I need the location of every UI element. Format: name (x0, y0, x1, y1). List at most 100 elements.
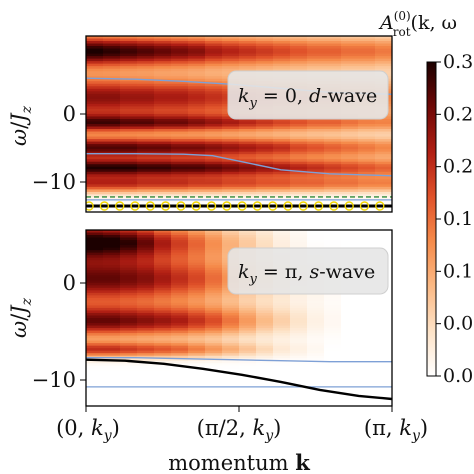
heatmap-cell (256, 307, 274, 312)
heatmap-cell (341, 242, 359, 246)
heatmap-cell (205, 285, 223, 289)
heatmap-cell (256, 315, 274, 319)
heatmap-cell (103, 106, 121, 110)
heatmap-cell (324, 164, 342, 168)
heatmap-cell (273, 179, 291, 183)
heatmap-cell (171, 345, 189, 349)
heatmap-cell (171, 275, 189, 279)
heatmap-cell (290, 360, 308, 364)
heatmap-cell (171, 272, 189, 276)
heatmap-cell (154, 257, 172, 261)
heatmap-cell (154, 305, 172, 309)
heatmap-cell (273, 66, 291, 70)
heatmap-cell (205, 315, 223, 319)
heatmap-cell (154, 247, 172, 251)
heatmap-cell (290, 154, 308, 158)
ylabel-top: ω/Jz (7, 105, 35, 146)
heatmap-cell (239, 232, 257, 236)
heatmap-cell (86, 280, 104, 284)
heatmap-cell (103, 318, 121, 322)
heatmap-cell (324, 41, 342, 45)
heatmap-cell (358, 186, 376, 190)
heatmap-cell (375, 398, 392, 402)
heatmap-cell (341, 41, 359, 45)
heatmap-cell (205, 161, 223, 165)
heatmap-cell (239, 363, 257, 367)
heatmap-cell (307, 390, 325, 395)
heatmap-cell (290, 395, 308, 400)
heatmap-cell (375, 370, 392, 374)
heatmap-cell (341, 365, 359, 369)
heatmap-cell (188, 171, 206, 175)
heatmap-cell (222, 348, 240, 352)
heatmap-cell (137, 36, 155, 40)
heatmap-cell (307, 330, 325, 334)
heatmap-cell (324, 333, 342, 337)
heatmap-cell (239, 194, 257, 198)
heatmap-cell (137, 383, 155, 387)
heatmap-cell (188, 194, 206, 198)
heatmap-cell (273, 368, 291, 372)
heatmap-cell (205, 156, 223, 160)
heatmap-cell (307, 363, 325, 367)
heatmap-cell (358, 181, 376, 185)
heatmap-cell (137, 96, 155, 100)
heatmap-cell (341, 46, 359, 50)
heatmap-cell (290, 136, 308, 140)
heatmap-cell (154, 68, 172, 72)
heatmap-cell (358, 350, 376, 354)
heatmap-cell (358, 388, 376, 392)
heatmap-cell (154, 282, 172, 286)
heatmap-cell (188, 58, 206, 62)
heatmap-cell (137, 189, 155, 193)
heatmap-cell (324, 66, 342, 70)
heatmap-cell (137, 368, 155, 372)
heatmap-cell (154, 83, 172, 87)
heatmap-cell (324, 307, 342, 312)
heatmap-cell (358, 56, 376, 60)
heatmap-cell (324, 388, 342, 392)
heatmap-cell (86, 134, 104, 138)
heatmap-cell (375, 159, 392, 163)
heatmap-cell (375, 209, 392, 212)
heatmap-cell (154, 174, 172, 178)
heatmap-cell (137, 53, 155, 57)
heatmap-cell (290, 388, 308, 392)
heatmap-cell (375, 242, 392, 246)
heatmap-cell (307, 230, 325, 234)
heatmap-cell (86, 252, 104, 256)
heatmap-cell (154, 81, 172, 85)
heatmap-cell (120, 370, 138, 374)
heatmap-cell (137, 66, 155, 70)
heatmap-cell (120, 73, 138, 77)
heatmap-cell (86, 380, 104, 384)
heatmap-cell (290, 146, 308, 150)
heatmap-cell (154, 149, 172, 153)
heatmap-cell (375, 325, 392, 329)
heatmap-cell (324, 378, 342, 382)
heatmap-cell (273, 365, 291, 369)
heatmap-cell (86, 343, 104, 347)
heatmap-cell (205, 292, 223, 296)
heatmap-cell (120, 307, 138, 312)
heatmap-cell (120, 328, 138, 332)
heatmap-cell (358, 161, 376, 165)
colorbar-tick-label: 0.10 (443, 260, 474, 282)
heatmap-cell (256, 46, 274, 50)
heatmap-cell (103, 51, 121, 55)
heatmap-cell (154, 400, 172, 405)
marker-point (237, 201, 247, 211)
heatmap-cell (358, 318, 376, 322)
heatmap-cell (324, 297, 342, 301)
heatmap-cell (120, 174, 138, 178)
heatmap-cell (120, 176, 138, 180)
heatmap-cell (239, 43, 257, 47)
colorbar-title: A(0) rot(k, ω (378, 9, 457, 39)
heatmap-cell (205, 68, 223, 72)
heatmap-cell (307, 56, 325, 60)
heatmap-cell (358, 189, 376, 193)
heatmap-cell (171, 240, 189, 244)
heatmap-cell (103, 363, 121, 367)
heatmap-cell (171, 154, 189, 158)
heatmap-cell (154, 53, 172, 57)
